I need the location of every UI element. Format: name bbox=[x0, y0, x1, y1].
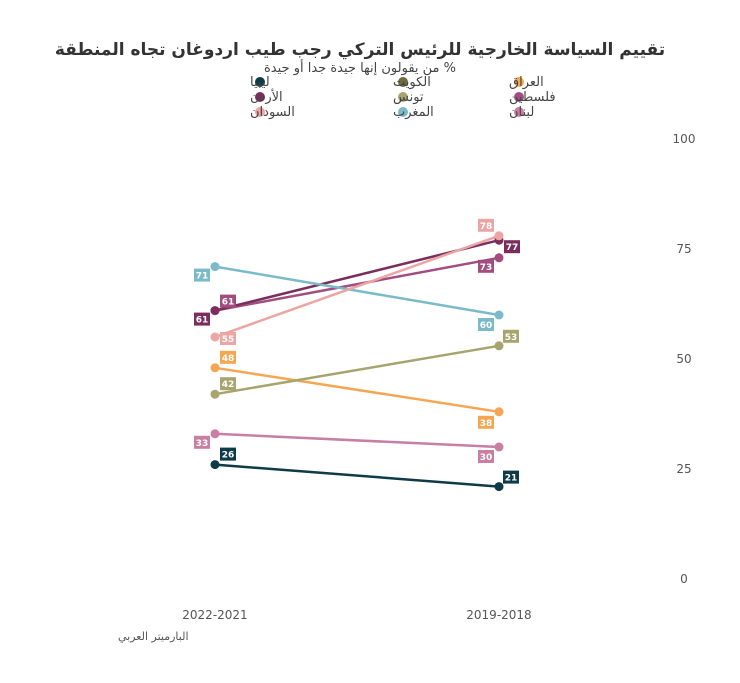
series-points bbox=[210, 231, 504, 492]
data-label: 77 bbox=[506, 243, 519, 253]
legend-label: المغرب bbox=[393, 105, 434, 120]
data-label: 60 bbox=[480, 321, 493, 331]
legend: العراق الكويت ليبيا فلسطين تونس الأردن لبنان ال… bbox=[250, 75, 556, 120]
y-tick-label: 0 bbox=[680, 572, 688, 586]
data-label-box bbox=[220, 447, 236, 461]
data-label: 61 bbox=[196, 316, 209, 326]
legend-item[interactable]: المغرب bbox=[393, 105, 434, 120]
data-label: 21 bbox=[505, 474, 518, 484]
source-note: البارميتر العربي bbox=[118, 630, 189, 643]
series-lines bbox=[213, 234, 501, 488]
data-label-box bbox=[478, 450, 494, 463]
legend-label: العراق bbox=[509, 75, 544, 90]
data-point[interactable] bbox=[210, 363, 220, 373]
legend-marker bbox=[398, 77, 408, 87]
legend-label: لبنان bbox=[509, 105, 534, 120]
data-label-box bbox=[220, 350, 236, 364]
y-axis: 0 25 50 75 100 bbox=[673, 132, 696, 586]
data-label: 78 bbox=[480, 222, 493, 232]
data-point[interactable] bbox=[494, 482, 504, 492]
data-label: 48 bbox=[222, 354, 235, 364]
x-tick-label: 2019-2018 bbox=[466, 608, 531, 622]
data-label: 73 bbox=[480, 263, 493, 273]
data-label-box bbox=[478, 318, 494, 331]
legend-marker bbox=[398, 107, 408, 117]
data-point[interactable] bbox=[494, 341, 504, 351]
data-label-box bbox=[478, 259, 494, 273]
legend-item[interactable]: العراق bbox=[509, 75, 544, 90]
legend-item[interactable]: لبنان bbox=[509, 105, 534, 120]
data-label-box bbox=[503, 329, 519, 343]
data-point[interactable] bbox=[494, 253, 504, 263]
data-label-box bbox=[503, 470, 519, 484]
data-label-box bbox=[504, 240, 520, 254]
legend-item[interactable]: السودان bbox=[250, 105, 295, 120]
legend-item[interactable]: الأردن bbox=[250, 88, 283, 105]
series-line bbox=[213, 234, 501, 339]
data-label-box bbox=[194, 435, 210, 449]
data-point[interactable] bbox=[494, 442, 504, 452]
series-line bbox=[213, 256, 501, 312]
x-axis: 2022-2021 2019-2018 bbox=[182, 608, 531, 622]
data-label-box bbox=[220, 377, 236, 391]
legend-item[interactable]: تونس bbox=[393, 90, 424, 105]
data-point[interactable] bbox=[494, 231, 504, 241]
series-line bbox=[213, 265, 501, 317]
data-label-box bbox=[220, 294, 236, 308]
chart-title: تقييم السياسة الخارجية للرئيس التركي رجب… bbox=[55, 40, 665, 60]
data-label-box bbox=[478, 415, 494, 429]
data-label-box bbox=[194, 312, 210, 326]
data-point[interactable] bbox=[210, 460, 220, 470]
data-label-box bbox=[220, 332, 236, 345]
legend-marker bbox=[255, 77, 265, 87]
legend-item[interactable]: ليبيا bbox=[250, 75, 270, 90]
data-point[interactable] bbox=[210, 389, 220, 399]
y-tick-label: 75 bbox=[676, 242, 691, 256]
chart-subtitle: % من يقولون إنها جيدة جدا أو جيدة bbox=[264, 59, 456, 76]
data-point[interactable] bbox=[494, 407, 504, 417]
data-labels: 48 38 26 21 61 73 42 53 61 77 33 30 71 60 55 78 bbox=[194, 218, 520, 484]
series-line bbox=[213, 366, 501, 414]
data-label-box bbox=[478, 218, 494, 232]
legend-label: ليبيا bbox=[250, 75, 270, 90]
legend-label: السودان bbox=[250, 105, 295, 120]
y-tick-label: 25 bbox=[676, 462, 691, 476]
data-label: 30 bbox=[480, 453, 493, 463]
legend-item[interactable]: الكويت bbox=[393, 75, 431, 90]
data-label: 71 bbox=[196, 272, 209, 282]
data-label: 26 bbox=[222, 451, 235, 461]
data-point[interactable] bbox=[210, 429, 220, 439]
data-label: 55 bbox=[222, 335, 235, 345]
legend-label: الأردن bbox=[250, 88, 283, 105]
series-line bbox=[213, 463, 501, 488]
data-label-box bbox=[194, 268, 210, 282]
y-tick-label: 50 bbox=[676, 352, 691, 366]
legend-marker bbox=[514, 107, 524, 117]
data-label: 33 bbox=[196, 439, 209, 449]
data-label: 42 bbox=[222, 380, 235, 390]
legend-marker bbox=[514, 77, 524, 87]
legend-label: تونس bbox=[393, 90, 424, 105]
data-point[interactable] bbox=[210, 306, 220, 316]
y-tick-label: 100 bbox=[673, 132, 696, 146]
data-label: 38 bbox=[480, 419, 493, 429]
legend-marker bbox=[514, 92, 524, 102]
legend-item[interactable]: فلسطين bbox=[509, 90, 556, 105]
legend-marker bbox=[398, 92, 408, 102]
legend-label: الكويت bbox=[393, 75, 431, 90]
legend-marker bbox=[255, 107, 265, 117]
legend-label: فلسطين bbox=[509, 90, 556, 105]
data-point[interactable] bbox=[210, 262, 220, 272]
series-line bbox=[213, 432, 501, 449]
data-point[interactable] bbox=[494, 310, 504, 320]
data-point[interactable] bbox=[210, 332, 220, 342]
legend-marker bbox=[255, 92, 265, 102]
data-label: 61 bbox=[222, 298, 235, 308]
data-label: 53 bbox=[505, 333, 518, 343]
series-line bbox=[213, 344, 501, 396]
x-tick-label: 2022-2021 bbox=[182, 608, 247, 622]
